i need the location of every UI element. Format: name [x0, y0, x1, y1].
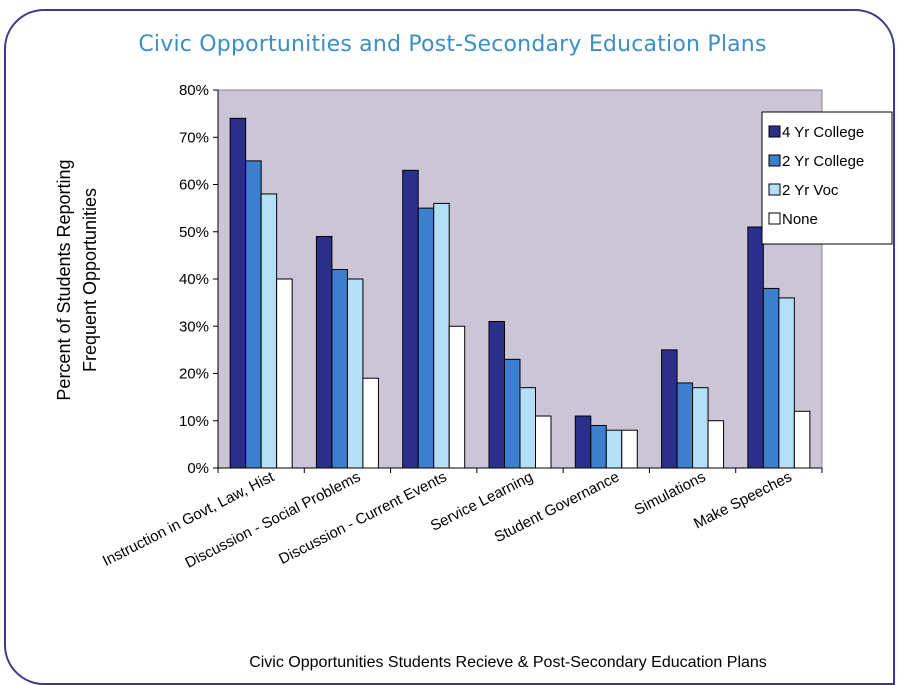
bar [362, 377, 379, 469]
bar [535, 415, 552, 469]
bar [707, 420, 725, 469]
bar [762, 287, 780, 469]
x-tick-label: Make Speeches [691, 468, 795, 532]
bar [605, 429, 623, 469]
legend-swatch [768, 125, 781, 138]
legend-label: 2 Yr Voc [782, 182, 839, 199]
bar [245, 160, 262, 469]
bar [488, 321, 505, 469]
y-axis-label-line1: Percent of Students Reporting [54, 159, 74, 400]
bar [417, 207, 435, 469]
bar [519, 387, 536, 469]
y-tick-label: 60% [179, 177, 209, 194]
y-tick-label: 80% [179, 82, 209, 99]
legend-swatch [768, 154, 781, 167]
bar [574, 415, 592, 469]
bar [331, 269, 348, 469]
bar [402, 169, 419, 469]
bar [793, 410, 811, 469]
x-axis-label: Civic Opportunities Students Recieve & P… [249, 654, 767, 671]
bar [778, 297, 795, 469]
legend-label: None [782, 211, 818, 228]
legend-swatch [768, 183, 781, 196]
y-tick-label: 0% [187, 460, 209, 477]
y-tick-label: 50% [179, 224, 209, 241]
bar [676, 382, 694, 469]
legend-label: 2 Yr College [782, 153, 864, 170]
bar [448, 325, 466, 469]
y-axis-label-line2: Frequent Opportunities [80, 188, 100, 372]
y-tick-label: 20% [179, 366, 209, 383]
bar [504, 358, 521, 469]
y-tick-label: 10% [179, 413, 209, 430]
bar [315, 235, 333, 469]
legend [761, 111, 893, 245]
bar [747, 226, 764, 469]
bar [276, 278, 293, 469]
y-tick-label: 70% [179, 129, 209, 146]
bar [590, 424, 607, 469]
legend-label: 4 Yr College [782, 124, 864, 141]
chart-title: Civic Opportunities and Post-Secondary E… [138, 32, 767, 57]
bar [433, 202, 450, 469]
bar [661, 349, 678, 469]
legend-swatch [768, 212, 781, 225]
bar [346, 278, 364, 469]
y-tick-label: 40% [179, 271, 209, 288]
bar [621, 429, 638, 469]
bar [260, 193, 278, 469]
bar [692, 387, 709, 469]
y-tick-label: 30% [179, 318, 209, 335]
bar [229, 117, 247, 469]
x-tick-label: Simulations [632, 468, 709, 518]
